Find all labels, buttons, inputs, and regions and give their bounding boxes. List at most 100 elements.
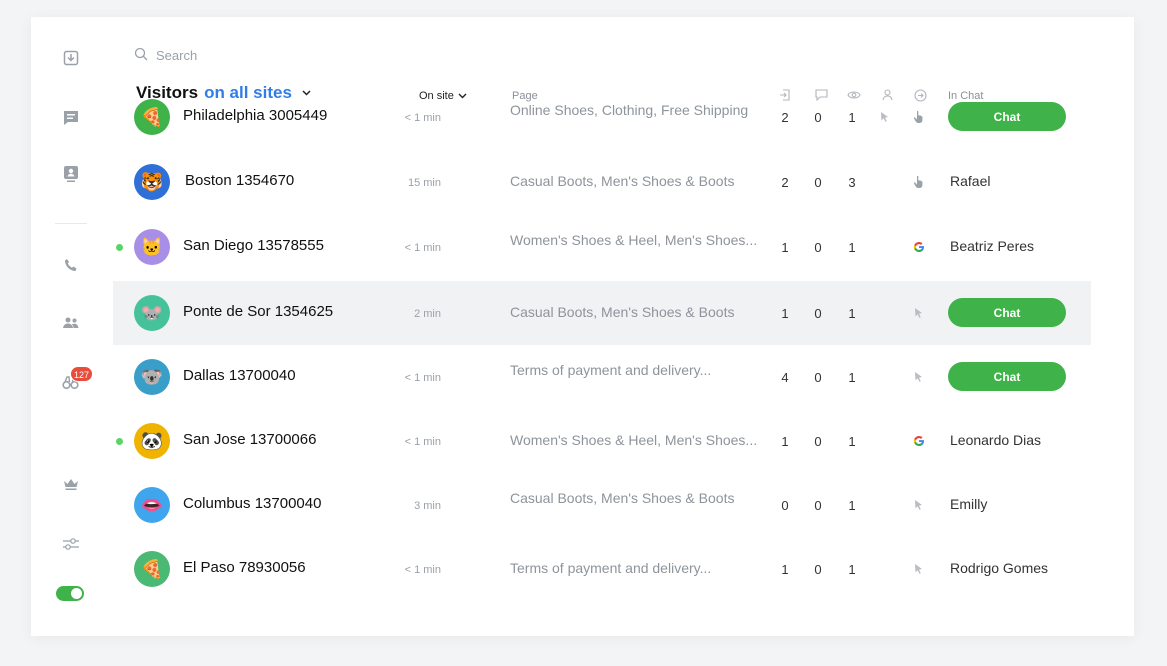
avatar[interactable]: 🐭 <box>134 295 170 331</box>
settings-sliders-icon[interactable] <box>55 532 87 556</box>
phone-icon[interactable] <box>55 253 87 277</box>
current-page[interactable]: Casual Boots, Men's Shoes & Boots <box>510 490 735 506</box>
current-page[interactable]: Casual Boots, Men's Shoes & Boots <box>510 304 735 320</box>
arrow-circle-icon <box>912 87 928 103</box>
visitor-row[interactable]: 🐯 Boston 1354670 15 min Casual Boots, Men's… <box>113 150 1091 214</box>
message-icon[interactable] <box>55 106 87 130</box>
cursor-icon <box>911 369 927 385</box>
agent-name: Rodrigo Gomes <box>950 560 1049 576</box>
user-icon <box>879 87 895 103</box>
view-count: 1 <box>848 110 856 125</box>
view-count: 1 <box>848 434 856 449</box>
view-count: 1 <box>848 562 856 577</box>
search-input[interactable] <box>156 48 356 63</box>
current-page[interactable]: Terms of payment and delivery... <box>510 362 712 378</box>
current-page[interactable]: Terms of payment and delivery... <box>510 560 712 576</box>
chat-button[interactable]: Chat <box>948 298 1066 327</box>
message-count: 0 <box>814 370 822 385</box>
entry-count: 1 <box>781 562 789 577</box>
time-on-site: 15 min <box>407 177 441 189</box>
time-on-site: < 1 min <box>404 436 441 448</box>
entry-count: 0 <box>781 498 789 513</box>
page-column-header: Page <box>512 90 538 102</box>
time-on-site: 2 min <box>414 308 441 320</box>
chat-button[interactable]: Chat <box>948 102 1066 131</box>
entry-count: 4 <box>781 370 789 385</box>
agent-name: Emilly <box>950 496 988 512</box>
visitors-site-selector[interactable]: Visitors on all sites <box>136 83 311 103</box>
eye-icon <box>846 87 862 103</box>
avatar[interactable]: 🐨 <box>134 359 170 395</box>
visitor-row[interactable]: 🍕 Philadelphia 3005449 < 1 min Online Shoes… <box>113 85 1091 149</box>
view-count: 1 <box>848 240 856 255</box>
time-on-site: < 1 min <box>404 564 441 576</box>
current-page[interactable]: Women's Shoes & Heel, Men's Shoes... <box>510 432 758 448</box>
table-header: Visitors on all sites On site Page <box>31 83 1134 107</box>
sidebar: 127 <box>31 17 111 636</box>
visitor-name[interactable]: Dallas 13700040 <box>183 367 296 384</box>
chevron-down-icon <box>458 90 467 102</box>
search-bar <box>134 47 356 64</box>
avatar[interactable]: 👄 <box>134 487 170 523</box>
message-count: 0 <box>814 110 822 125</box>
time-on-site: < 1 min <box>404 372 441 384</box>
cursor-icon <box>911 497 927 513</box>
visitor-row[interactable]: 🐨 Dallas 13700040 < 1 min Terms of payment … <box>113 345 1091 409</box>
google-icon <box>911 433 927 449</box>
visitor-row[interactable]: 🐭 Ponte de Sor 1354625 2 min Casual Boots, … <box>113 281 1091 345</box>
message-count: 0 <box>814 175 822 190</box>
onsite-sort[interactable]: On site <box>419 90 467 102</box>
visitor-name[interactable]: Ponte de Sor 1354625 <box>183 303 334 320</box>
time-on-site: < 1 min <box>404 112 441 124</box>
visitor-name[interactable]: San Jose 13700066 <box>183 431 317 448</box>
cursor-icon <box>911 561 927 577</box>
visitor-row[interactable]: 🐱 San Diego 13578555 < 1 min Women's Shoes … <box>113 215 1091 279</box>
chat-bubble-icon <box>813 87 829 103</box>
crown-icon[interactable] <box>55 472 87 496</box>
current-page[interactable]: Online Shoes, Clothing, Free Shipping <box>510 102 749 118</box>
visitor-name[interactable]: Columbus 13700040 <box>183 495 322 512</box>
agent-name: Beatriz Peres <box>950 238 1035 254</box>
visitor-name[interactable]: San Diego 13578555 <box>183 237 324 254</box>
visitor-name[interactable]: El Paso 78930056 <box>183 559 306 576</box>
inchat-column-header: In Chat <box>948 90 984 102</box>
binoculars-icon[interactable] <box>55 371 87 395</box>
avatar[interactable]: 🐼 <box>134 423 170 459</box>
view-count: 1 <box>848 370 856 385</box>
current-page[interactable]: Casual Boots, Men's Shoes & Boots <box>510 173 735 189</box>
entry-count: 1 <box>781 306 789 321</box>
avatar[interactable]: 🍕 <box>134 99 170 135</box>
visitors-panel: 127 Visitors on all sites On site <box>31 17 1134 636</box>
page-title: Visitors <box>136 83 199 102</box>
message-count: 0 <box>814 240 822 255</box>
visitor-row[interactable]: 👄 Columbus 13700040 3 min Casual Boots, Men… <box>113 473 1091 537</box>
message-count: 0 <box>814 434 822 449</box>
inbox-icon[interactable] <box>55 46 87 70</box>
visitor-name[interactable]: Philadelphia 3005449 <box>183 107 328 124</box>
cursor-icon <box>877 109 893 125</box>
search-icon <box>134 47 148 64</box>
avatar[interactable]: 🐯 <box>134 164 170 200</box>
view-count: 1 <box>848 498 856 513</box>
monitor-visitor-icon[interactable] <box>55 162 87 186</box>
current-page[interactable]: Women's Shoes & Heel, Men's Shoes... <box>510 232 758 248</box>
message-count: 0 <box>814 498 822 513</box>
toggle-icon[interactable] <box>56 586 84 601</box>
view-count: 1 <box>848 306 856 321</box>
toggle-knob <box>71 588 82 599</box>
avatar[interactable]: 🐱 <box>134 229 170 265</box>
hand-pointer-icon <box>911 109 927 125</box>
message-count: 0 <box>814 306 822 321</box>
entry-count: 1 <box>781 240 789 255</box>
team-icon[interactable] <box>55 311 87 335</box>
sidebar-divider <box>55 223 87 224</box>
avatar[interactable]: 🍕 <box>134 551 170 587</box>
agent-name: Leonardo Dias <box>950 432 1042 448</box>
visitor-row[interactable]: 🐼 San Jose 13700066 < 1 min Women's Shoes &… <box>113 409 1091 473</box>
entry-count: 2 <box>781 110 789 125</box>
visitor-name[interactable]: Boston 1354670 <box>185 172 295 189</box>
visitor-row[interactable]: 🍕 El Paso 78930056 < 1 min Terms of payment… <box>113 537 1091 601</box>
hand-pointer-icon <box>911 174 927 190</box>
site-filter: on all sites <box>204 83 292 102</box>
chat-button[interactable]: Chat <box>948 362 1066 391</box>
